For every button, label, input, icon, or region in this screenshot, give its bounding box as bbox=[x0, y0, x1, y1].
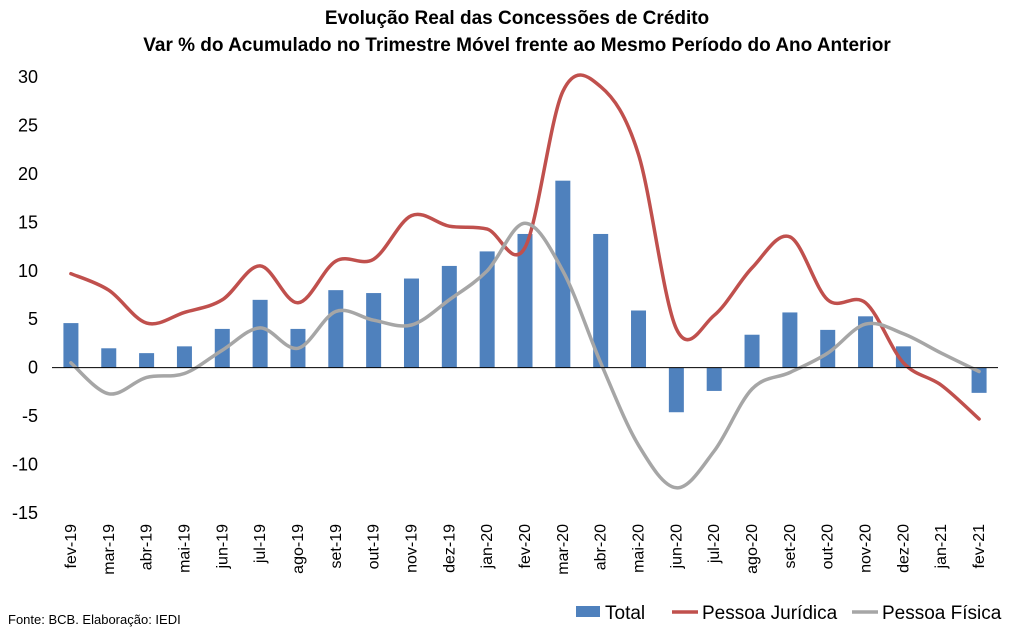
y-tick-label: 25 bbox=[18, 115, 38, 135]
line-pessoa-fisica bbox=[69, 221, 981, 490]
legend-label-total: Total bbox=[605, 603, 645, 624]
bar-total bbox=[895, 346, 911, 368]
bar-total bbox=[479, 251, 495, 368]
x-tick-label: fev-20 bbox=[517, 524, 534, 569]
legend-label-pf: Pessoa Física bbox=[882, 603, 1002, 624]
bar-total bbox=[668, 367, 684, 413]
legend-label-pj: Pessoa Jurídica bbox=[702, 603, 838, 624]
y-tick-label: 30 bbox=[18, 67, 38, 87]
bar-total bbox=[101, 348, 117, 368]
bar-total bbox=[706, 367, 722, 391]
bar-total bbox=[403, 278, 419, 368]
bar-series-total bbox=[63, 180, 987, 413]
x-tick-label: jul-20 bbox=[706, 524, 723, 564]
bar-total bbox=[517, 233, 533, 368]
x-tick-label: jun-20 bbox=[668, 524, 685, 570]
chart-subtitle: Var % do Acumulado no Trimestre Móvel fr… bbox=[143, 35, 891, 56]
bar-total bbox=[139, 353, 155, 368]
y-axis: -15 -10 -5 0 5 10 15 20 25 30 bbox=[12, 67, 38, 523]
bar-total bbox=[782, 312, 798, 368]
bar-total bbox=[176, 346, 192, 368]
x-tick-label: mar-19 bbox=[101, 524, 118, 575]
y-tick-label: -15 bbox=[12, 503, 38, 523]
x-tick-label: set-20 bbox=[782, 524, 799, 569]
x-tick-label: dez-20 bbox=[895, 524, 912, 573]
legend-swatch-total bbox=[576, 606, 600, 617]
y-tick-label: 0 bbox=[28, 358, 38, 378]
bar-total bbox=[252, 299, 268, 368]
line-pessoa-juridica bbox=[69, 73, 981, 421]
line-series bbox=[69, 73, 981, 490]
x-tick-label: mai-20 bbox=[631, 524, 648, 573]
x-tick-label: jan-20 bbox=[479, 524, 496, 570]
x-tick-label: jul-19 bbox=[252, 524, 269, 564]
x-tick-label: ago-20 bbox=[744, 524, 761, 574]
bar-total bbox=[744, 334, 760, 368]
bar-total bbox=[328, 290, 344, 368]
chart-title: Evolução Real das Concessões de Crédito bbox=[325, 8, 709, 29]
x-tick-label: fev-21 bbox=[971, 524, 988, 569]
x-tick-label: jun-19 bbox=[214, 524, 231, 570]
y-tick-label: 20 bbox=[18, 164, 38, 184]
bar-total bbox=[820, 329, 836, 368]
x-tick-label: nov-19 bbox=[403, 524, 420, 573]
legend: Total Pessoa Jurídica Pessoa Física bbox=[576, 603, 1002, 624]
y-tick-label: 10 bbox=[18, 261, 38, 281]
x-tick-label: fev-19 bbox=[63, 524, 80, 569]
x-tick-label: out-19 bbox=[366, 524, 383, 569]
bar-total bbox=[366, 293, 382, 368]
y-tick-label: -10 bbox=[12, 455, 38, 475]
bar-total bbox=[63, 323, 79, 368]
x-tick-label: mai-19 bbox=[176, 524, 193, 573]
x-tick-label: nov-20 bbox=[858, 524, 875, 573]
source-note: Fonte: BCB. Elaboração: IEDI bbox=[8, 612, 181, 627]
x-axis: fev-19 mar-19 abr-19 mai-19 jun-19 jul-19 ago-… bbox=[52, 367, 998, 575]
x-tick-label: abr-19 bbox=[139, 524, 156, 570]
bar-total bbox=[441, 265, 457, 368]
y-tick-label: 5 bbox=[28, 309, 38, 329]
x-tick-label: ago-19 bbox=[290, 524, 307, 574]
bar-total bbox=[631, 310, 647, 368]
x-tick-label: jan-21 bbox=[933, 524, 950, 570]
bar-total bbox=[858, 316, 874, 368]
x-tick-label: abr-20 bbox=[593, 524, 610, 570]
y-tick-label: -5 bbox=[22, 406, 38, 426]
bar-total bbox=[971, 367, 987, 393]
x-tick-label: dez-19 bbox=[441, 524, 458, 573]
x-tick-label: mar-20 bbox=[555, 524, 572, 575]
x-tick-label: out-20 bbox=[820, 524, 837, 569]
y-tick-label: 15 bbox=[18, 212, 38, 232]
bar-total bbox=[593, 233, 609, 368]
x-tick-label: set-19 bbox=[328, 524, 345, 569]
